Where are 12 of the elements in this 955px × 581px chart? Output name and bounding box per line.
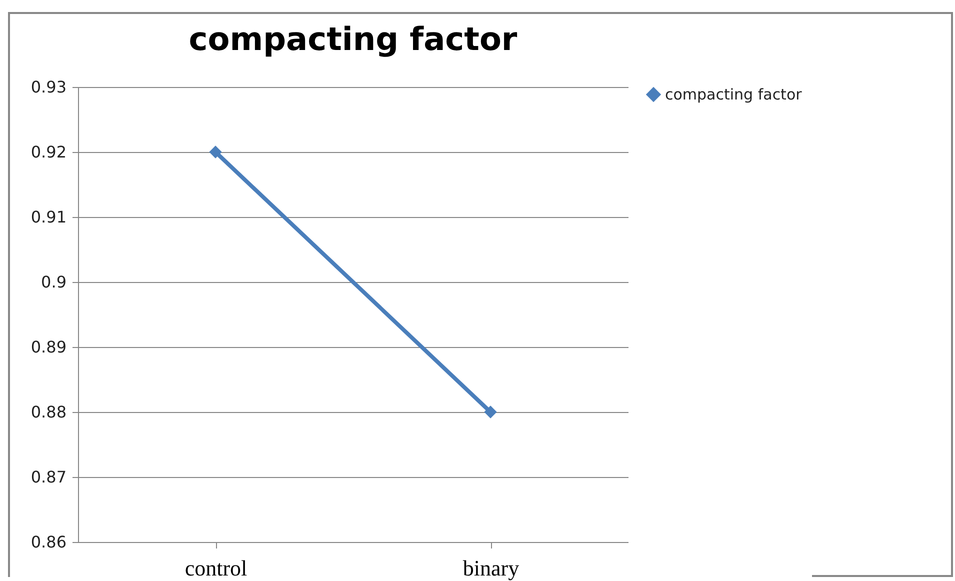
y-tick-label: 0.88 [30,402,66,422]
y-tick-label: 0.91 [30,208,66,226]
x-tick-label: control [184,556,248,580]
legend-label: compacting factor [665,86,803,104]
chart-title: compacting factor [188,20,518,58]
y-tick-label: 0.86 [30,532,66,552]
x-tick-label: binary [462,556,520,580]
y-tick-label: 0.92 [30,142,66,162]
y-tick-label: 0.93 [30,78,66,96]
y-tick-label: 0.9 [41,272,66,292]
y-tick-label: 0.89 [30,338,66,356]
y-tick-label: 0.87 [30,468,66,486]
